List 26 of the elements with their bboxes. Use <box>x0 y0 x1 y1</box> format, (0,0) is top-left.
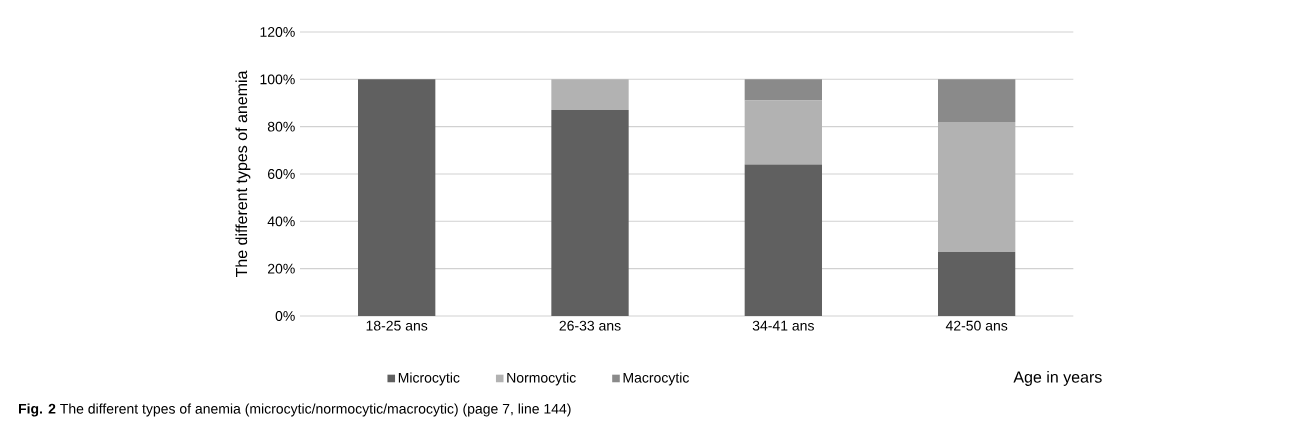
y-tick-label: 0% <box>275 311 295 321</box>
x-tick-label: 26-33 ans <box>559 320 621 331</box>
y-axis-title: The different types of anemia <box>235 70 251 278</box>
bar <box>744 100 822 165</box>
text: Fig. 2 The different types of anemia (microcytic/normocytic/macrocytic) (page 7, line 144) <box>19 403 571 417</box>
legend-label: Microcytic <box>398 372 460 386</box>
legend-label: Normocytic <box>507 372 576 386</box>
bar <box>744 79 822 101</box>
legend-label: Macrocytic <box>623 372 689 386</box>
x-tick-label: 18-25 ans <box>366 320 428 331</box>
x-tick-label: 42-50 ans <box>945 320 1008 331</box>
y-tick-label: 80% <box>267 121 295 132</box>
x-tick-label: 34-41 ans <box>752 320 814 331</box>
y-tick-label: 40% <box>267 216 295 227</box>
x-axis-title: Age in years <box>1013 371 1102 386</box>
bar <box>938 121 1016 253</box>
y-tick-label: 100% <box>260 74 295 85</box>
bar <box>358 79 436 316</box>
y-tick-label: 120% <box>260 27 295 37</box>
bar <box>938 79 1016 122</box>
bar <box>551 110 629 316</box>
y-tick-label: 60% <box>267 169 295 179</box>
y-tick-label: 20% <box>267 263 295 274</box>
bar <box>938 252 1016 316</box>
bar <box>551 79 629 111</box>
bar <box>744 164 822 316</box>
